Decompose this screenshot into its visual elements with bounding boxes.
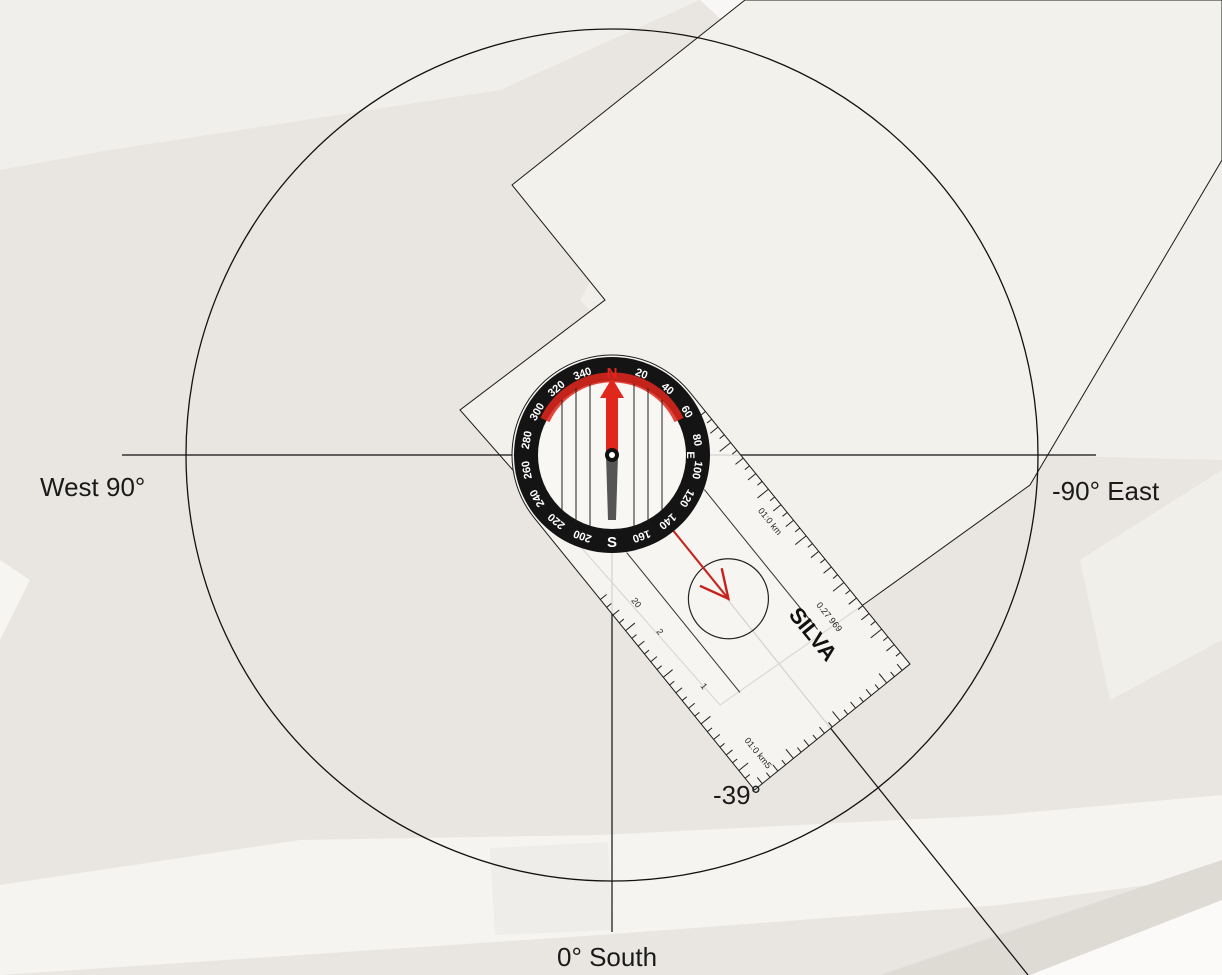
- bezel-number-100: 100: [689, 460, 704, 480]
- bezel-number-160: 160: [631, 527, 652, 545]
- ruler-label-20: 20: [629, 596, 643, 610]
- bezel-number-340: 340: [572, 365, 593, 383]
- bezel-number-260: 260: [520, 460, 535, 480]
- west-label: West 90°: [40, 472, 146, 502]
- bezel-number-200: 200: [572, 527, 593, 545]
- bezel-number-280: 280: [520, 430, 535, 450]
- bearing-angle-label: -39°: [713, 780, 761, 810]
- east-label: -90° East: [1052, 476, 1160, 506]
- direction-arrowhead-icon: [699, 567, 731, 601]
- ruler-label-2: 2: [654, 627, 665, 637]
- east-marker: E: [684, 451, 696, 458]
- bezel-number-20: 20: [634, 366, 650, 381]
- bezel-number-80: 80: [690, 433, 704, 447]
- bezel-number-60: 60: [678, 404, 695, 421]
- ruler-right: [697, 411, 901, 657]
- north-letter: N: [607, 365, 618, 382]
- ruler-label-1: 1: [698, 681, 709, 691]
- needle-south: [606, 455, 618, 520]
- compass-capsule: 2040608010012014016020022024026028030032…: [514, 357, 710, 553]
- south-letter: S: [607, 534, 617, 551]
- ruler-left: [600, 594, 751, 779]
- south-label: 0° South: [557, 942, 658, 972]
- orienting-arrow-icon: [600, 378, 624, 455]
